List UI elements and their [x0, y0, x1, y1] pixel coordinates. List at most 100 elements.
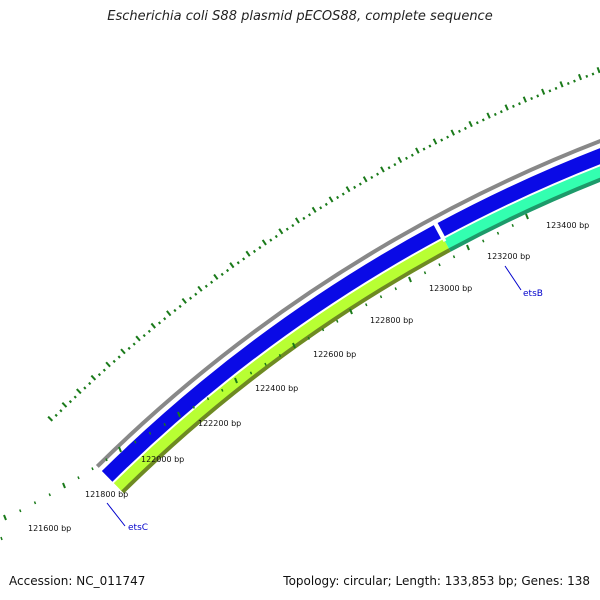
- gc-mark: [591, 72, 595, 76]
- gc-mark: [68, 399, 73, 404]
- gc-mark: [59, 409, 63, 413]
- cds-reverse-right[interactable]: [443, 123, 600, 249]
- gc-mark: [596, 66, 600, 74]
- cds-reverse-left[interactable]: [113, 239, 449, 491]
- ruler-minor-tick: [192, 405, 195, 409]
- ruler-minor-tick: [163, 422, 166, 427]
- ruler-tick-label: 122400 bp: [255, 384, 298, 393]
- gc-mark: [294, 217, 300, 224]
- gc-mark: [380, 166, 385, 173]
- ruler-tick-label: 122600 bp: [313, 350, 356, 359]
- gc-mark: [173, 308, 177, 313]
- gc-mark: [522, 96, 527, 103]
- gc-mark: [252, 249, 256, 253]
- ruler-minor-tick: [134, 440, 137, 444]
- gc-mark: [225, 268, 230, 273]
- gc-mark: [512, 104, 515, 108]
- gc-mark: [370, 175, 374, 180]
- gc-mark: [150, 322, 156, 329]
- gc-mark: [47, 415, 54, 422]
- ruler-minor-tick: [511, 223, 514, 228]
- ruler-major-tick: [234, 377, 238, 384]
- gc-mark: [197, 285, 203, 292]
- gc-mark: [536, 94, 540, 98]
- ruler-minor-tick: [264, 362, 267, 366]
- gc-mark: [83, 386, 87, 390]
- ruler-minor-tick: [19, 509, 22, 513]
- gc-content-marks: [47, 66, 600, 422]
- gc-mark: [163, 317, 167, 321]
- gc-mark: [220, 272, 224, 276]
- cds-forward-left[interactable]: [101, 225, 441, 482]
- gc-mark: [336, 195, 340, 200]
- ruler-minor-tick: [221, 388, 224, 392]
- gc-mark: [440, 138, 444, 142]
- gc-mark: [181, 297, 187, 304]
- ruler-minor-tick: [105, 458, 108, 462]
- gene-leader-line: [504, 265, 522, 291]
- ruler-minor-tick: [249, 371, 253, 375]
- gc-mark: [274, 234, 278, 239]
- accession-text: Accession: NC_011747: [9, 574, 146, 588]
- ruler-tick-label: 121600 bp: [28, 524, 71, 533]
- gc-mark: [446, 135, 450, 139]
- gc-mark: [548, 89, 552, 93]
- gc-mark: [585, 74, 589, 78]
- gc-mark: [353, 185, 357, 189]
- cds-reverse-left-shade: [121, 248, 451, 494]
- gc-mark: [105, 361, 111, 368]
- gc-mark: [76, 388, 82, 395]
- gc-mark: [345, 186, 351, 193]
- gc-mark: [261, 239, 267, 246]
- gc-mark: [566, 81, 570, 86]
- gc-mark: [166, 310, 172, 317]
- gc-mark: [415, 147, 420, 154]
- gc-mark: [236, 261, 240, 265]
- gc-mark: [328, 196, 334, 203]
- ruler-minor-tick: [482, 239, 485, 243]
- ruler-minor-tick: [423, 271, 427, 275]
- gc-mark: [229, 262, 235, 269]
- gc-mark: [112, 359, 116, 363]
- gc-mark: [307, 213, 312, 217]
- gc-mark: [358, 182, 362, 186]
- ruler-tick-label: 123200 bp: [487, 252, 530, 261]
- gc-mark: [410, 153, 414, 157]
- ruler-minor-tick: [91, 467, 94, 471]
- map-title: Escherichia coli S88 plasmid pECOS88, co…: [107, 9, 493, 24]
- ruler-minor-tick: [336, 319, 339, 323]
- cds-reverse-right-shade: [448, 177, 600, 252]
- ruler-tick-label: 122000 bp: [141, 455, 184, 464]
- backbone-line: [95, 139, 600, 468]
- gc-mark: [450, 129, 455, 136]
- ruler-major-tick: [349, 308, 353, 315]
- cds-forward-right[interactable]: [437, 108, 600, 237]
- ruler-minor-tick: [278, 353, 282, 358]
- gc-mark: [493, 112, 497, 116]
- ruler-tick-label: 123400 bp: [546, 221, 589, 230]
- gc-mark: [468, 120, 473, 128]
- gc-mark: [278, 228, 284, 235]
- gc-mark: [559, 81, 564, 88]
- gene-label-etsC[interactable]: etsC: [128, 523, 148, 533]
- ruler-minor-tick: [321, 328, 325, 332]
- gc-mark: [393, 163, 397, 167]
- gc-mark: [422, 147, 426, 151]
- gene-label-etsB[interactable]: etsB: [523, 289, 543, 299]
- ruler-minor-tick: [438, 263, 441, 267]
- gc-mark: [341, 192, 345, 196]
- ruler-minor-tick: [307, 336, 310, 340]
- gc-mark: [499, 110, 503, 114]
- gc-mark: [577, 73, 583, 81]
- ruler-minor-tick: [77, 476, 80, 480]
- gc-mark: [142, 333, 146, 338]
- gc-mark: [573, 79, 576, 83]
- gc-mark: [324, 202, 328, 206]
- gc-mark: [54, 413, 58, 417]
- ruler-major-tick: [292, 342, 296, 349]
- ruler-tick-label: 121800 bp: [85, 490, 128, 499]
- gc-mark: [463, 126, 467, 130]
- gc-mark: [117, 355, 121, 359]
